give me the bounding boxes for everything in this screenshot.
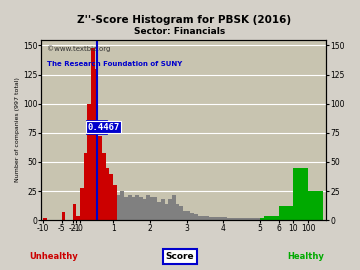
Bar bbox=[238, 218, 242, 220]
Text: Sector: Financials: Sector: Financials bbox=[134, 27, 226, 36]
Bar bbox=[271, 215, 275, 220]
Bar bbox=[264, 215, 267, 220]
Bar bbox=[242, 218, 246, 220]
Bar bbox=[279, 206, 282, 220]
Bar bbox=[293, 168, 308, 220]
Bar bbox=[128, 195, 131, 220]
Bar bbox=[109, 174, 113, 220]
Y-axis label: Number of companies (997 total): Number of companies (997 total) bbox=[15, 77, 20, 183]
Bar bbox=[87, 104, 91, 220]
Bar bbox=[194, 214, 198, 220]
Bar bbox=[143, 199, 146, 220]
Bar bbox=[286, 206, 289, 220]
Bar bbox=[146, 195, 150, 220]
Bar bbox=[224, 217, 227, 220]
Bar bbox=[267, 215, 271, 220]
Bar bbox=[102, 153, 106, 220]
Title: Z''-Score Histogram for PBSK (2016): Z''-Score Histogram for PBSK (2016) bbox=[77, 15, 291, 25]
Bar bbox=[117, 195, 121, 220]
Bar bbox=[198, 215, 201, 220]
Bar bbox=[249, 218, 253, 220]
Text: 0.4467: 0.4467 bbox=[87, 123, 120, 131]
Bar bbox=[154, 197, 157, 220]
Bar bbox=[256, 218, 260, 220]
Text: Score: Score bbox=[166, 252, 194, 261]
Bar bbox=[157, 202, 161, 220]
Bar bbox=[165, 204, 168, 220]
Bar bbox=[201, 215, 205, 220]
Bar bbox=[212, 217, 216, 220]
Bar bbox=[275, 215, 279, 220]
Bar bbox=[135, 195, 139, 220]
Bar bbox=[253, 218, 256, 220]
Bar bbox=[161, 199, 165, 220]
Bar bbox=[282, 206, 286, 220]
Bar bbox=[76, 215, 80, 220]
Bar bbox=[179, 206, 183, 220]
Bar bbox=[95, 69, 98, 220]
Text: The Research Foundation of SUNY: The Research Foundation of SUNY bbox=[47, 61, 183, 67]
Bar bbox=[231, 218, 234, 220]
Bar bbox=[62, 212, 65, 220]
Text: Healthy: Healthy bbox=[287, 252, 324, 261]
Bar bbox=[190, 213, 194, 220]
Bar bbox=[308, 191, 323, 220]
Bar bbox=[121, 191, 124, 220]
Bar bbox=[246, 218, 249, 220]
Bar bbox=[113, 185, 117, 220]
Bar bbox=[289, 206, 293, 220]
Bar bbox=[220, 217, 224, 220]
Bar bbox=[139, 197, 143, 220]
Bar bbox=[106, 168, 109, 220]
Text: ©www.textbiz.org: ©www.textbiz.org bbox=[47, 45, 111, 52]
Bar bbox=[209, 217, 212, 220]
Bar bbox=[260, 218, 264, 220]
Bar bbox=[186, 211, 190, 220]
Bar bbox=[150, 197, 154, 220]
Bar bbox=[84, 153, 87, 220]
Bar bbox=[205, 215, 209, 220]
Bar bbox=[43, 218, 47, 220]
Bar bbox=[73, 204, 76, 220]
Bar bbox=[216, 217, 220, 220]
Bar bbox=[234, 218, 238, 220]
Bar bbox=[183, 211, 186, 220]
Text: Unhealthy: Unhealthy bbox=[29, 252, 77, 261]
Bar bbox=[80, 188, 84, 220]
Bar bbox=[131, 197, 135, 220]
Bar bbox=[91, 48, 95, 220]
Bar bbox=[176, 204, 179, 220]
Bar bbox=[172, 195, 176, 220]
Bar bbox=[124, 197, 128, 220]
Bar bbox=[168, 199, 172, 220]
Bar bbox=[98, 136, 102, 220]
Bar bbox=[227, 218, 231, 220]
